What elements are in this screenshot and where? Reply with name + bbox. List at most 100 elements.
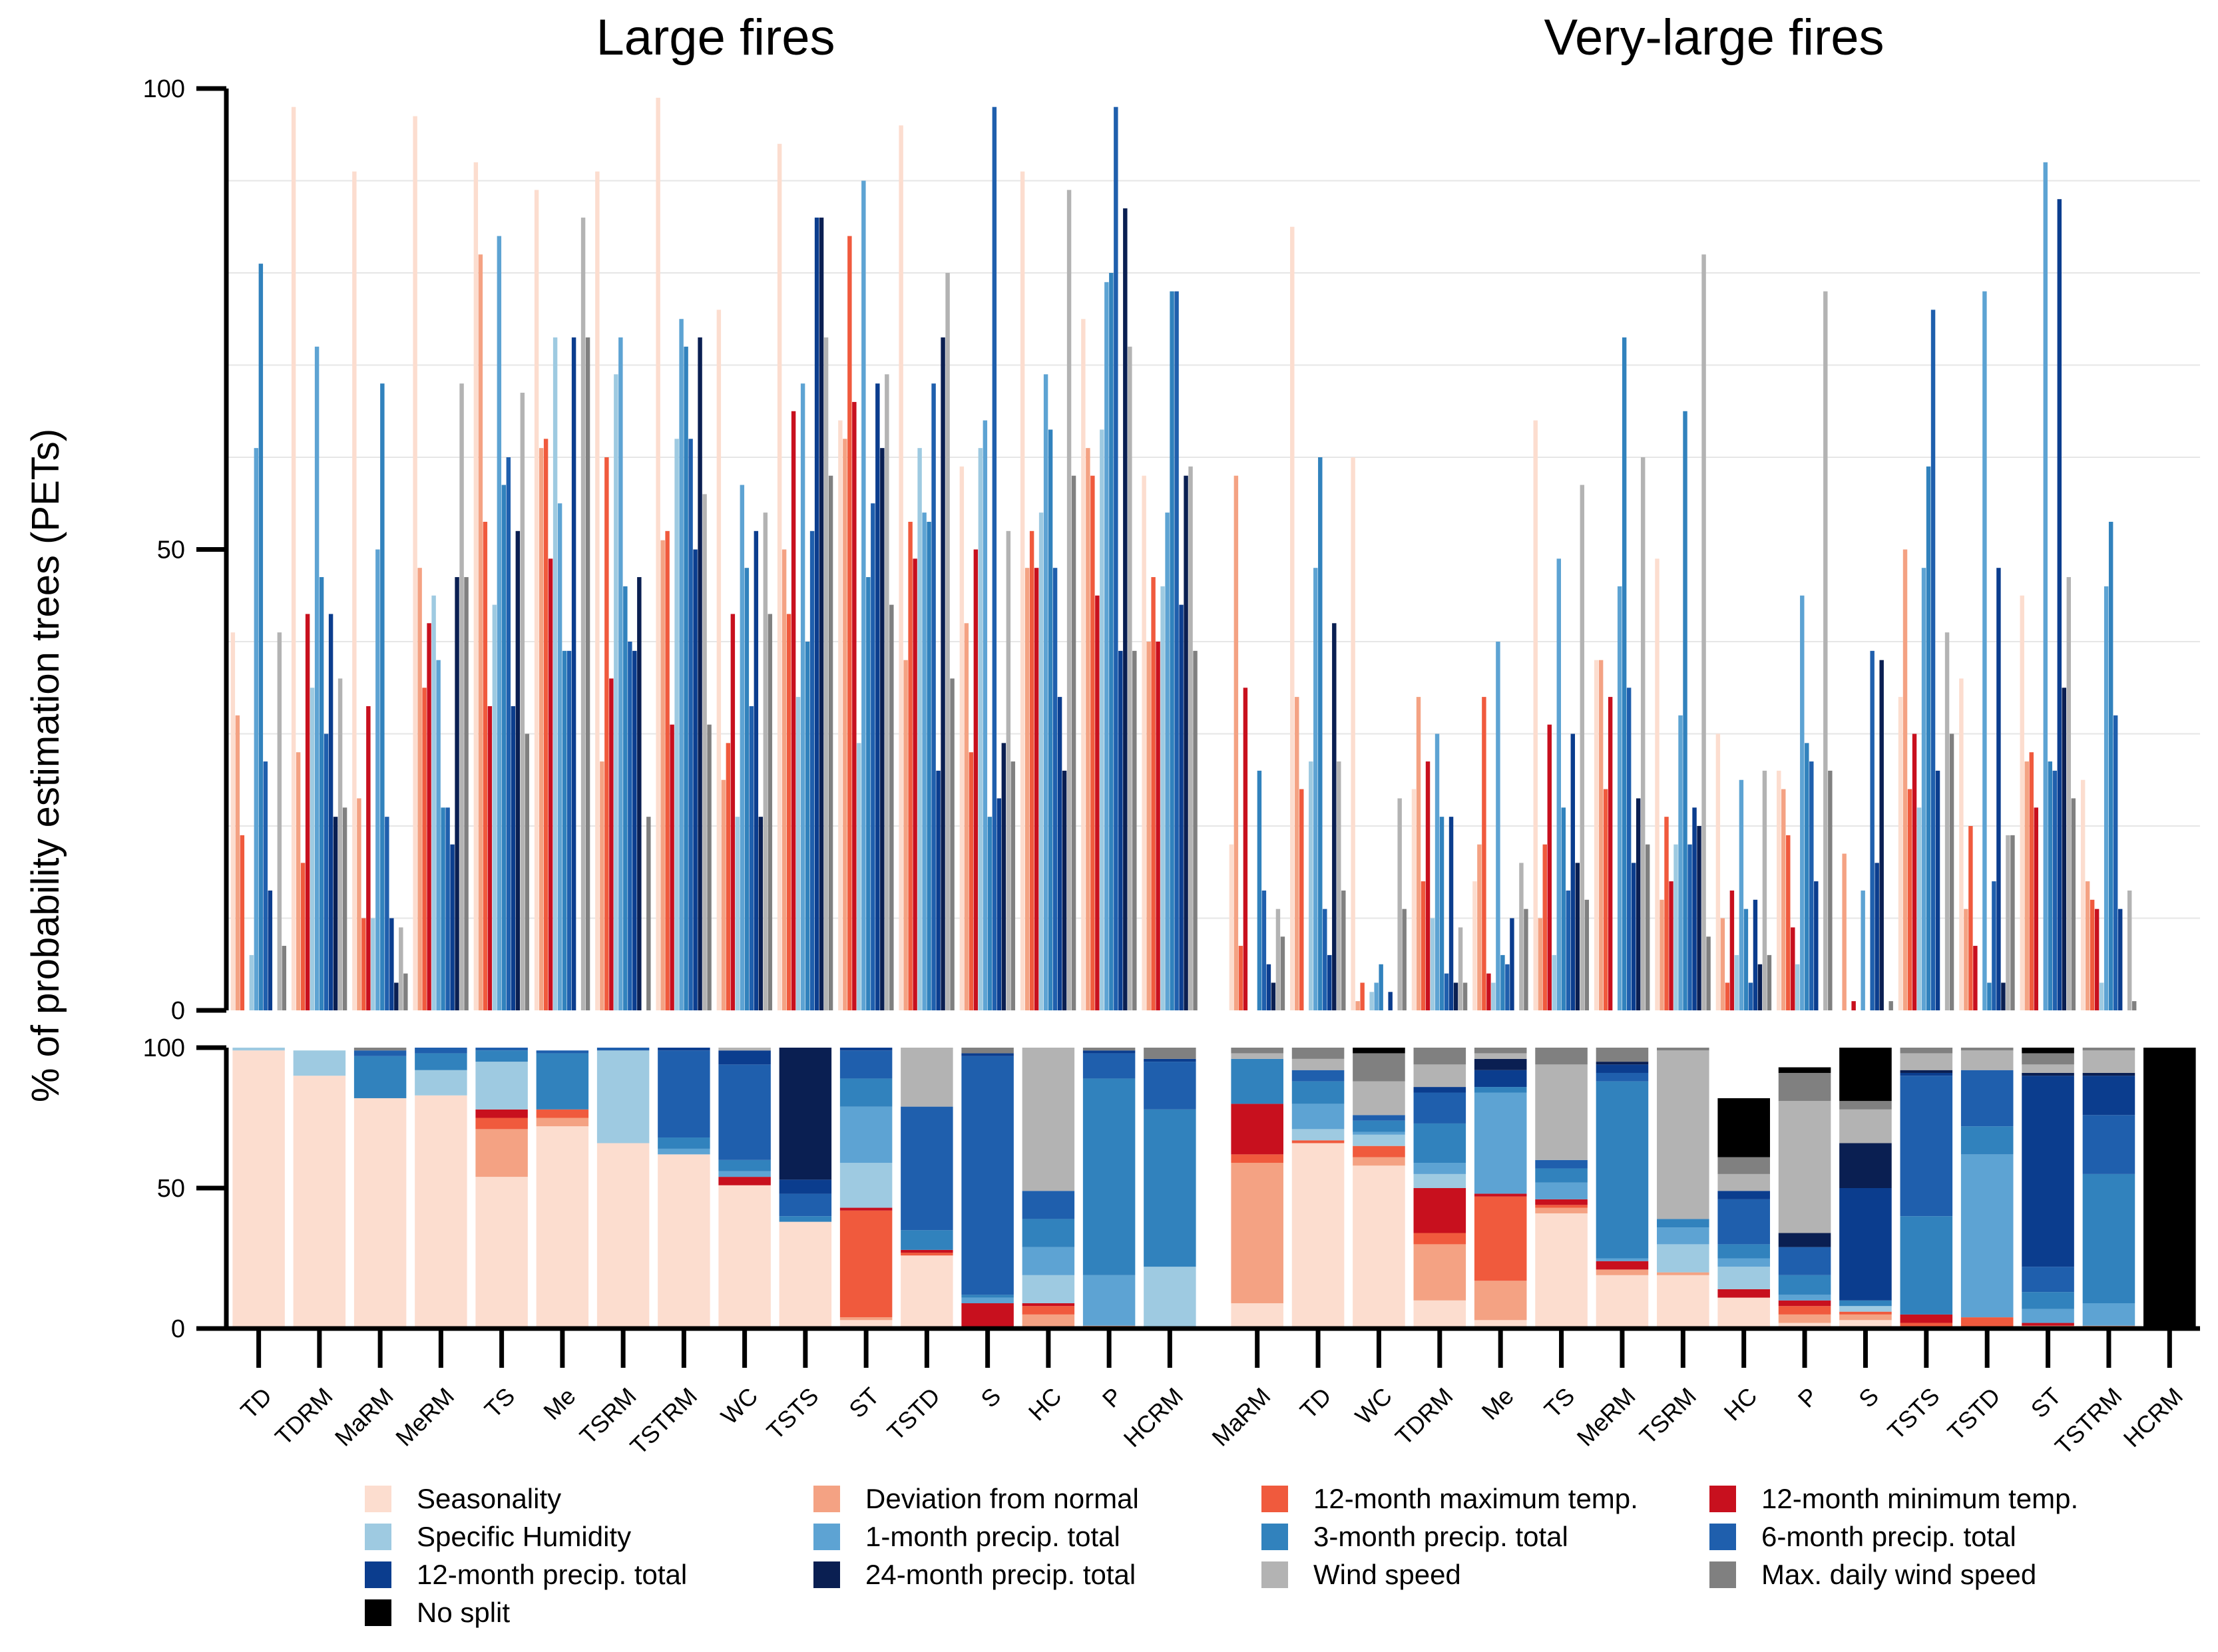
very-large-category-label: TSTRM (2050, 1382, 2127, 1460)
large-bar-TSTS-p6 (809, 530, 815, 1010)
large-stack-ST-p1 (839, 1106, 893, 1163)
very-large-bar-TS-p3 (1561, 807, 1566, 1010)
very-large-stack-MeRM-p24 (1596, 1062, 1649, 1065)
very-large-category-label: MaRM (1206, 1382, 1275, 1452)
very-large-stack-TDRM-tmin (1413, 1188, 1466, 1233)
bottom-y-tick-label: 0 (171, 1315, 185, 1343)
very-large-bar-TSTRM-dev (2085, 881, 2090, 1010)
large-bar-TSRM-p1 (618, 337, 623, 1010)
very-large-stack-HC-sh (1717, 1267, 1770, 1289)
large-bar-P-p1 (1104, 282, 1109, 1011)
large-bar-MeRM-sh (431, 595, 436, 1010)
large-bar-TDRM-p1 (314, 346, 320, 1010)
very-large-bar-MeRM-ws (1640, 457, 1646, 1010)
large-stack-S-p6 (961, 1056, 1014, 1295)
large-bar-HCRM-tmax (1151, 577, 1156, 1010)
large-stack-ST-p6 (839, 1050, 893, 1079)
large-bar-TDRM-p12 (328, 614, 333, 1010)
legend-swatch-tmin (1709, 1486, 1736, 1512)
large-bar-TSTS-dev (781, 549, 787, 1010)
very-large-stack-ST-tmin (2022, 1323, 2074, 1326)
large-bar-TDRM-p24 (333, 817, 338, 1010)
very-large-bar-TDRM-tmin (1425, 761, 1431, 1010)
large-stack-HC-sh (1022, 1275, 1075, 1304)
large-bar-S-p1 (983, 420, 988, 1010)
large-bar-WC-p24 (758, 817, 764, 1010)
very-large-bar-TSRM-p6 (1687, 844, 1692, 1010)
large-stack-TS-tmax (475, 1118, 528, 1130)
very-large-bar-TDRM-tmax (1421, 881, 1426, 1010)
top-y-tick-label: 0 (171, 997, 185, 1025)
legend-swatch-none (365, 1599, 391, 1626)
very-large-bar-S-p1 (1861, 890, 1865, 1010)
large-bar-TSTRM-seas (656, 97, 660, 1011)
very-large-bar-HC-wmax (1767, 954, 1772, 1010)
large-stack-TS-sh (475, 1062, 528, 1110)
very-large-category-label: S (1853, 1382, 1884, 1413)
very-large-bar-TDRM-p1 (1435, 733, 1440, 1010)
very-large-stack-P-p3 (1778, 1275, 1831, 1295)
large-stack-TSTS-seas (779, 1221, 832, 1329)
very-large-stack-ST-p12 (2022, 1076, 2074, 1267)
very-large-bar-Me-tmax (1482, 697, 1486, 1010)
very-large-stack-TS-ws (1535, 1064, 1588, 1160)
very-large-bar-TSTD-p24 (2001, 982, 2006, 1010)
large-bar-TSTD-ws (945, 273, 950, 1010)
large-bar-TSRM-p12 (632, 650, 637, 1010)
very-large-stack-ST-p3 (2022, 1292, 2074, 1309)
legend-label-p24: 24-month precip. total (865, 1559, 1136, 1590)
large-stack-S-wmax (961, 1048, 1014, 1054)
large-bar-HC-p6 (1052, 568, 1058, 1010)
very-large-bar-TSTD-dev (1964, 909, 1968, 1010)
very-large-stack-S-p24 (1839, 1143, 1892, 1188)
large-bar-TDRM-ws (337, 678, 343, 1010)
large-bar-ST-dev (843, 439, 847, 1010)
very-large-bar-TDRM-p6 (1444, 973, 1449, 1010)
legend-swatch-p6 (1709, 1524, 1736, 1550)
very-large-bar-MaRM-dev (1233, 475, 1239, 1010)
legend-swatch-ws (1261, 1561, 1288, 1588)
large-fires-title: Large fires (596, 9, 835, 66)
very-large-bar-TSTD-p6 (1992, 881, 1996, 1010)
very-large-stack-TSTS-p3 (1900, 1216, 1953, 1315)
very-large-bar-HC-sh (1734, 954, 1739, 1010)
very-large-stack-MaRM-ws (1231, 1053, 1283, 1059)
large-stack-P-wmax (1082, 1048, 1136, 1051)
large-bar-MaRM-p12 (389, 918, 394, 1010)
very-large-bar-HC-tmin (1729, 890, 1735, 1010)
very-large-stack-ST-p1 (2022, 1309, 2074, 1323)
very-large-category-label: TSRM (1634, 1382, 1701, 1450)
bottom-y-tick-label: 50 (157, 1175, 185, 1203)
very-large-bar-TSTD-tmax (1968, 826, 1973, 1010)
very-large-stack-P-seas (1778, 1323, 1831, 1329)
large-bar-TS-p24 (515, 530, 521, 1010)
large-stack-ST-tmax (839, 1210, 893, 1318)
very-large-bar-TD-wmax (1341, 890, 1346, 1010)
very-large-stack-TSTS-wmax (1900, 1048, 1953, 1054)
very-large-bar-TDRM-ws (1458, 927, 1463, 1010)
very-large-bar-WC-p1 (1374, 982, 1379, 1010)
very-large-bar-TSTD-p3 (1987, 982, 1992, 1010)
legend-swatch-tmax (1261, 1486, 1288, 1512)
very-large-bar-TD-p3 (1318, 457, 1323, 1010)
large-bar-TSTD-tmin (913, 558, 917, 1010)
very-large-stack-TS-seas (1535, 1213, 1588, 1329)
large-stack-HCRM-wmax (1144, 1048, 1196, 1059)
large-stack-P-p6 (1082, 1053, 1136, 1079)
large-stack-ST-sh (839, 1163, 893, 1208)
very-large-stack-HC-p6 (1717, 1199, 1770, 1245)
large-stack-TSTD-tmax (901, 1253, 953, 1256)
large-bar-TSTD-p6 (931, 383, 936, 1010)
very-large-stack-WC-p3 (1353, 1120, 1405, 1132)
large-bar-S-tmin (973, 549, 979, 1010)
large-stack-ST-p3 (839, 1078, 893, 1107)
very-large-bar-S-p6 (1870, 650, 1875, 1010)
very-large-bar-ST-p3 (2048, 761, 2052, 1010)
large-stack-HC-p3 (1022, 1219, 1075, 1247)
very-large-bar-TD-dev (1295, 697, 1299, 1010)
very-large-stack-S-tmax (1839, 1311, 1892, 1315)
large-bar-TSRM-wmax (646, 817, 651, 1010)
very-large-bar-MaRM-p24 (1271, 982, 1276, 1010)
large-stack-TSTD-seas (901, 1255, 953, 1329)
large-bar-TSTRM-p3 (684, 346, 688, 1010)
